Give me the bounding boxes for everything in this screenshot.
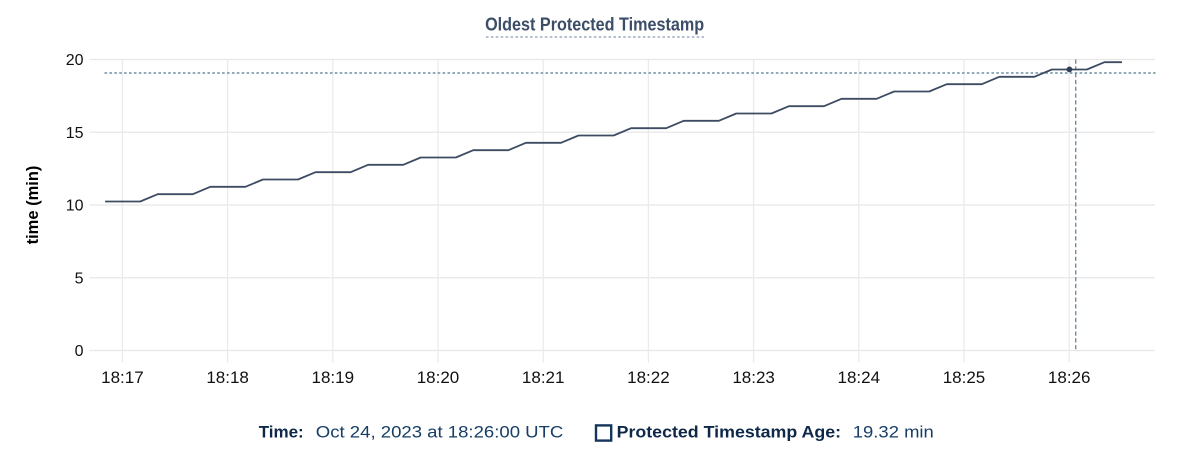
svg-text:Time:: Time: [259,423,304,442]
svg-text:19.32 min: 19.32 min [853,423,934,442]
svg-text:Oldest Protected Timestamp: Oldest Protected Timestamp [485,15,704,35]
svg-text:18:26: 18:26 [1048,368,1091,387]
svg-text:18:25: 18:25 [943,368,986,387]
svg-text:18:19: 18:19 [312,368,355,387]
svg-text:10: 10 [66,198,84,215]
svg-text:time (min): time (min) [24,166,42,245]
svg-text:18:21: 18:21 [522,368,565,387]
svg-text:18:17: 18:17 [101,368,144,387]
svg-text:18:23: 18:23 [732,368,775,387]
svg-text:18:18: 18:18 [206,368,249,387]
svg-text:0: 0 [75,343,84,360]
svg-text:18:20: 18:20 [417,368,460,387]
svg-text:Oct 24, 2023 at 18:26:00 UTC: Oct 24, 2023 at 18:26:00 UTC [316,423,564,442]
svg-text:20: 20 [66,52,84,69]
svg-text:15: 15 [66,125,84,142]
svg-text:5: 5 [75,270,84,287]
svg-text:18:22: 18:22 [627,368,670,387]
svg-text:Protected Timestamp Age:: Protected Timestamp Age: [617,423,842,442]
svg-text:18:24: 18:24 [838,368,881,387]
